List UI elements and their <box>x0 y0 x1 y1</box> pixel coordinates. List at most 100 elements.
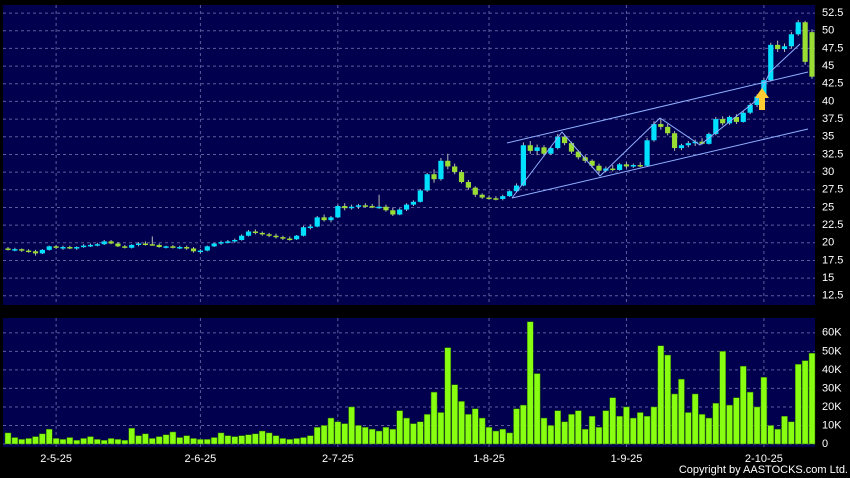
candle-body <box>616 164 623 170</box>
x-tick-label: 2-7-25 <box>322 453 354 465</box>
volume-bar <box>561 421 568 445</box>
volume-bar <box>547 425 555 445</box>
volume-bar <box>609 397 616 445</box>
candle-body <box>809 32 815 77</box>
volume-bar <box>513 408 520 445</box>
candle-body <box>665 126 671 134</box>
candle-body <box>623 164 630 167</box>
candle-body <box>101 241 107 245</box>
volume-bar <box>11 437 19 445</box>
candle-body <box>472 187 478 195</box>
volume-bar <box>252 433 259 445</box>
channel-upper <box>506 71 809 144</box>
volume-bar <box>307 435 314 445</box>
volume-bar <box>18 439 25 445</box>
y-tick-label: 27.5 <box>822 184 843 196</box>
candle-body <box>294 235 300 240</box>
volume-bar <box>375 430 383 445</box>
candle-body <box>568 143 575 152</box>
x-tick-label: 1-9-25 <box>611 453 643 465</box>
volume-bar <box>788 421 795 445</box>
y-tick-label: 12.5 <box>822 290 843 302</box>
volume-bar <box>396 410 403 445</box>
candle-body <box>507 191 513 197</box>
candle-body <box>761 80 767 97</box>
volume-bar <box>197 439 204 445</box>
candle-body <box>32 251 39 254</box>
volume-bar <box>66 437 74 445</box>
volume-bar <box>100 440 108 445</box>
volume-bar <box>45 428 53 445</box>
candle-body <box>527 145 533 151</box>
candle-body <box>300 227 307 236</box>
candle-body <box>94 244 100 246</box>
candle-body <box>548 148 554 154</box>
x-tick-label: 2-10-25 <box>745 453 783 465</box>
volume-tick-label: 50K <box>822 345 842 357</box>
volume-bar <box>417 421 424 445</box>
candle-body <box>204 246 210 251</box>
candle-body <box>26 250 32 253</box>
candle-body <box>280 237 286 239</box>
candle-body <box>658 124 664 127</box>
candle-body <box>541 147 547 154</box>
candle-body <box>692 141 698 144</box>
candle-body <box>493 198 499 200</box>
volume-bar <box>87 436 94 445</box>
volume-bar <box>204 439 211 445</box>
volume-bar <box>478 417 486 445</box>
volume-bar <box>630 417 637 445</box>
candle-body <box>46 246 52 250</box>
volume-bar <box>465 414 472 445</box>
arrow-up <box>755 88 769 110</box>
candle-body <box>232 239 238 242</box>
zigzag-line <box>511 43 801 199</box>
candle-body <box>369 206 375 208</box>
candle-body <box>775 44 781 50</box>
candle-body <box>410 201 417 205</box>
volume-bar <box>190 438 197 445</box>
candle-body <box>60 247 66 249</box>
candle-body <box>644 140 650 166</box>
candle-body <box>74 247 80 249</box>
volume-bar <box>760 377 768 445</box>
candle-body <box>142 243 149 246</box>
candle-body <box>239 235 245 240</box>
candle-body <box>445 160 451 167</box>
volume-bar <box>650 406 658 445</box>
volume-bar <box>808 352 816 445</box>
volume-bar <box>767 425 775 445</box>
volume-bar <box>142 433 149 445</box>
candle-body <box>163 246 169 248</box>
candle-body <box>390 210 396 215</box>
y-tick-label: 42.5 <box>822 78 843 90</box>
candle-body <box>245 231 252 236</box>
volume-bar <box>341 423 348 445</box>
volume-tick-label: 60K <box>822 327 842 339</box>
candle-body <box>376 206 382 209</box>
volume-bar <box>602 410 610 445</box>
volume-bar <box>245 434 252 445</box>
volume-bar <box>733 397 740 445</box>
volume-bar <box>286 439 293 445</box>
volume-bar <box>4 432 12 445</box>
volume-bar <box>568 414 575 445</box>
volume-bar <box>492 430 500 445</box>
volume-bar <box>437 412 445 445</box>
candle-body <box>156 244 162 248</box>
volume-bar <box>121 440 129 445</box>
y-tick-label: 22.5 <box>822 219 843 231</box>
candle-body <box>768 44 774 81</box>
candle-body <box>328 217 334 221</box>
volume-bar <box>368 428 376 445</box>
volume-bar <box>458 401 465 445</box>
volume-bar <box>107 438 115 445</box>
candle-body <box>637 165 643 167</box>
channel-lower <box>511 128 809 199</box>
candle-body <box>190 248 197 252</box>
candle-body <box>80 245 87 248</box>
candle-body <box>458 172 465 183</box>
y-tick-label: 40 <box>822 95 834 107</box>
volume-bar <box>293 438 300 445</box>
candle-body <box>706 133 712 144</box>
